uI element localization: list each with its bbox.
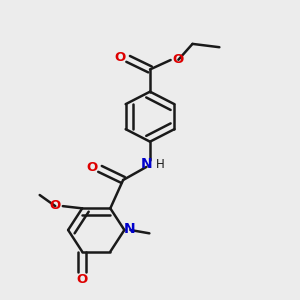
Text: N: N xyxy=(141,158,153,171)
Text: O: O xyxy=(50,199,61,212)
Text: N: N xyxy=(124,222,135,236)
Text: H: H xyxy=(156,158,165,171)
Text: O: O xyxy=(76,273,88,286)
Text: O: O xyxy=(114,52,125,64)
Text: O: O xyxy=(172,53,184,66)
Text: O: O xyxy=(86,161,98,174)
